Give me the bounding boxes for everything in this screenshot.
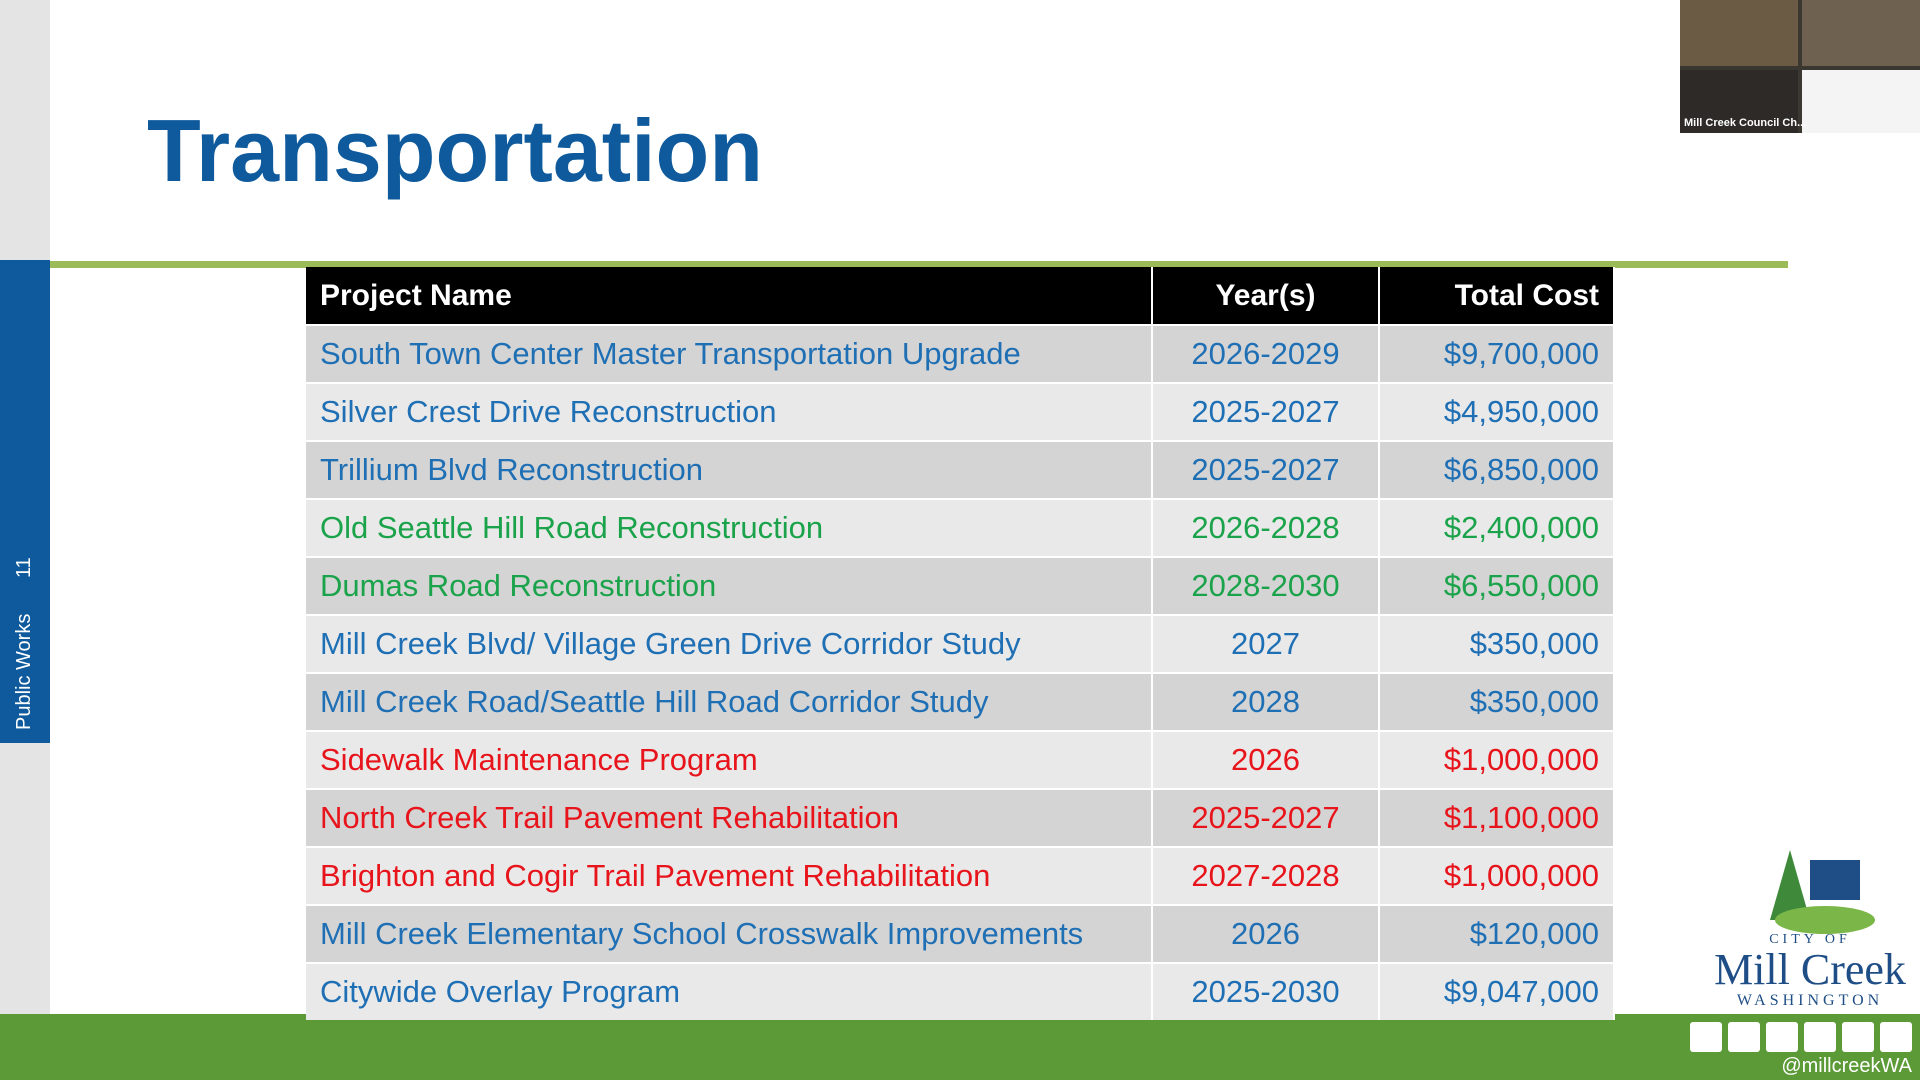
table-cell: $350,000 — [1379, 672, 1615, 731]
table-cell: Dumas Road Reconstruction — [306, 556, 1153, 615]
city-logo: CITY OF Mill Creek WASHINGTON — [1700, 840, 1920, 1010]
table-row: Mill Creek Blvd/ Village Green Drive Cor… — [306, 614, 1615, 673]
video-thumbnail[interactable]: Mill Creek Council Ch... — [1680, 0, 1920, 133]
header-cell: Total Cost — [1379, 267, 1615, 325]
table-row: Trillium Blvd Reconstruction 2025-2027 $6,… — [306, 440, 1615, 499]
table-cell: Citywide Overlay Program — [306, 962, 1153, 1020]
slide-title: Transportation — [147, 101, 764, 200]
social-icons — [1690, 1022, 1912, 1052]
table-row: South Town Center Master Transportation … — [306, 324, 1615, 383]
table-row: Mill Creek Road/Seattle Hill Road Corrid… — [306, 672, 1615, 731]
project-table: Project Name Year(s) Total Cost South Town… — [306, 267, 1615, 1020]
table-cell: Silver Crest Drive Reconstruction — [306, 382, 1153, 441]
table-cell: 2025-2027 — [1152, 788, 1380, 847]
table-row: Brighton and Cogir Trail Pavement Rehabi… — [306, 846, 1615, 905]
table-cell: Mill Creek Blvd/ Village Green Drive Cor… — [306, 614, 1153, 673]
table-row: Dumas Road Reconstruction 2028-2030 $6,550… — [306, 556, 1615, 615]
instagram-icon[interactable] — [1804, 1022, 1836, 1052]
section-tab: 11 Public Works — [0, 260, 50, 743]
table-cell: $6,850,000 — [1379, 440, 1615, 499]
logo-name: Mill Creek — [1714, 945, 1906, 994]
video-caption: Mill Creek Council Ch... — [1684, 117, 1807, 129]
video-tile — [1680, 70, 1798, 133]
youtube-icon[interactable] — [1766, 1022, 1798, 1052]
table-cell: Brighton and Cogir Trail Pavement Rehabi… — [306, 846, 1153, 905]
table-cell: 2026-2028 — [1152, 498, 1380, 557]
table-cell: 2025-2027 — [1152, 440, 1380, 499]
logo-city-of: CITY OF — [1769, 932, 1851, 947]
table-body: South Town Center Master Transportation … — [306, 324, 1615, 1020]
table-cell: $9,700,000 — [1379, 324, 1615, 383]
social-handle: @millcreekWA — [1781, 1055, 1912, 1077]
table-cell: 2028 — [1152, 672, 1380, 731]
section-label: Public Works — [13, 613, 35, 730]
table-cell: South Town Center Master Transportation … — [306, 324, 1153, 383]
header-row: Project Name Year(s) Total Cost — [306, 267, 1615, 325]
table-row: Old Seattle Hill Road Reconstruction 2026… — [306, 498, 1615, 557]
table-cell: $4,950,000 — [1379, 382, 1615, 441]
table-cell: $350,000 — [1379, 614, 1615, 673]
video-tile — [1802, 70, 1920, 133]
video-tile — [1680, 0, 1798, 66]
table-cell: $1,100,000 — [1379, 788, 1615, 847]
logo-state: WASHINGTON — [1736, 992, 1884, 1009]
table-row: Mill Creek Elementary School Crosswalk I… — [306, 904, 1615, 963]
table-row: Silver Crest Drive Reconstruction 2025-20… — [306, 382, 1615, 441]
video-tile — [1802, 0, 1920, 66]
table-cell: 2025-2027 — [1152, 382, 1380, 441]
nextdoor-icon[interactable] — [1842, 1022, 1874, 1052]
table-cell: $120,000 — [1379, 904, 1615, 963]
table-cell: 2027 — [1152, 614, 1380, 673]
table-cell: $9,047,000 — [1379, 962, 1615, 1020]
table-cell: $6,550,000 — [1379, 556, 1615, 615]
footer-band: @millcreekWA — [0, 1014, 1920, 1080]
table-cell: Mill Creek Elementary School Crosswalk I… — [306, 904, 1153, 963]
table-cell: $1,000,000 — [1379, 846, 1615, 905]
table-cell: 2025-2030 — [1152, 962, 1380, 1020]
table-cell: 2026 — [1152, 730, 1380, 789]
header-cell: Year(s) — [1152, 267, 1380, 325]
twitter-icon[interactable] — [1728, 1022, 1760, 1052]
table-cell: 2028-2030 — [1152, 556, 1380, 615]
table-cell: Trillium Blvd Reconstruction — [306, 440, 1153, 499]
table-cell: $2,400,000 — [1379, 498, 1615, 557]
table-row: Sidewalk Maintenance Program 2026 $1,000,0… — [306, 730, 1615, 789]
table-cell: 2026-2029 — [1152, 324, 1380, 383]
table-cell: 2026 — [1152, 904, 1380, 963]
table-cell: $1,000,000 — [1379, 730, 1615, 789]
table-cell: Sidewalk Maintenance Program — [306, 730, 1153, 789]
table-row: North Creek Trail Pavement Rehabilitatio… — [306, 788, 1615, 847]
page-number: 11 — [13, 557, 35, 578]
logo-graphic — [1770, 850, 1875, 934]
table-cell: North Creek Trail Pavement Rehabilitatio… — [306, 788, 1153, 847]
header-cell: Project Name — [306, 267, 1153, 325]
facebook-icon[interactable] — [1690, 1022, 1722, 1052]
divider — [50, 261, 1788, 268]
table-cell: Old Seattle Hill Road Reconstruction — [306, 498, 1153, 557]
table-row: Citywide Overlay Program 2025-2030 $9,047,… — [306, 962, 1615, 1020]
table-cell: Mill Creek Road/Seattle Hill Road Corrid… — [306, 672, 1153, 731]
linkedin-icon[interactable] — [1880, 1022, 1912, 1052]
table-cell: 2027-2028 — [1152, 846, 1380, 905]
